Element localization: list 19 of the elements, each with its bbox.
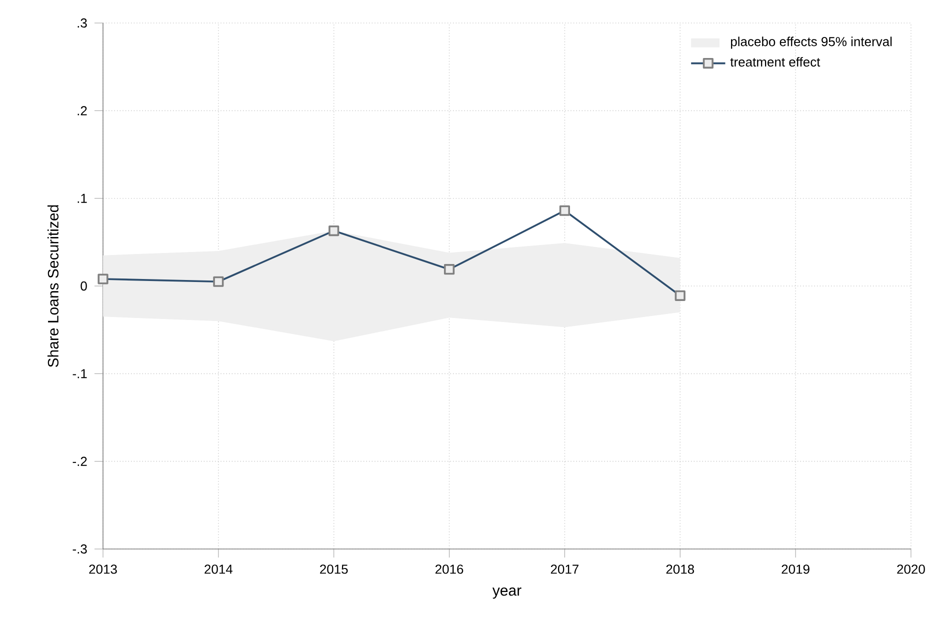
y-tick-label: .1 <box>78 194 87 203</box>
y-tick-label: -.1 <box>72 369 87 378</box>
x-tick-label: 2016 <box>435 564 464 574</box>
legend-label: placebo effects 95% interval <box>730 36 892 49</box>
y-tick-label: -.2 <box>72 456 87 466</box>
x-axis-title: year <box>492 588 522 599</box>
x-tick-label: 2020 <box>897 564 925 574</box>
x-tick-label: 2018 <box>666 564 694 574</box>
y-axis-title: Share Loans Securitized <box>47 205 59 368</box>
x-tick-label: 2017 <box>550 564 578 574</box>
x-tick-label: 2019 <box>782 564 810 574</box>
legend-label: treatment effect <box>730 57 820 67</box>
y-tick-label: 0 <box>80 281 87 291</box>
x-tick-label: 2013 <box>89 564 117 574</box>
x-tick-label: 2015 <box>320 564 348 574</box>
x-tick-label: 2014 <box>204 564 232 574</box>
y-tick-label: .2 <box>78 106 87 116</box>
y-tick-label: -.3 <box>72 544 87 554</box>
y-tick-label: .3 <box>78 18 87 28</box>
